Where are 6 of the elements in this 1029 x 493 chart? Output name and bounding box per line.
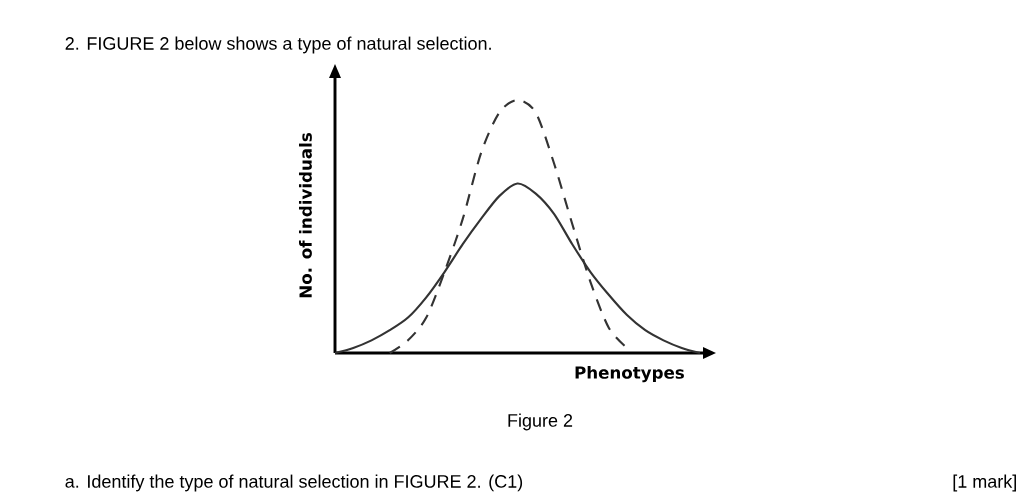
x-axis-title: Phenotypes — [575, 365, 684, 383]
text: [1 mark] — [953, 474, 1016, 492]
y-axis-title: No. of individuals — [298, 133, 312, 298]
caption: Figure 2 — [508, 413, 573, 431]
text: a. Identify the type of natural selection in FIGURE 2. (C1) — [65, 474, 523, 492]
chart-title: 2. FIGURE 2 below shows a type of natural selection. — [65, 36, 491, 54]
